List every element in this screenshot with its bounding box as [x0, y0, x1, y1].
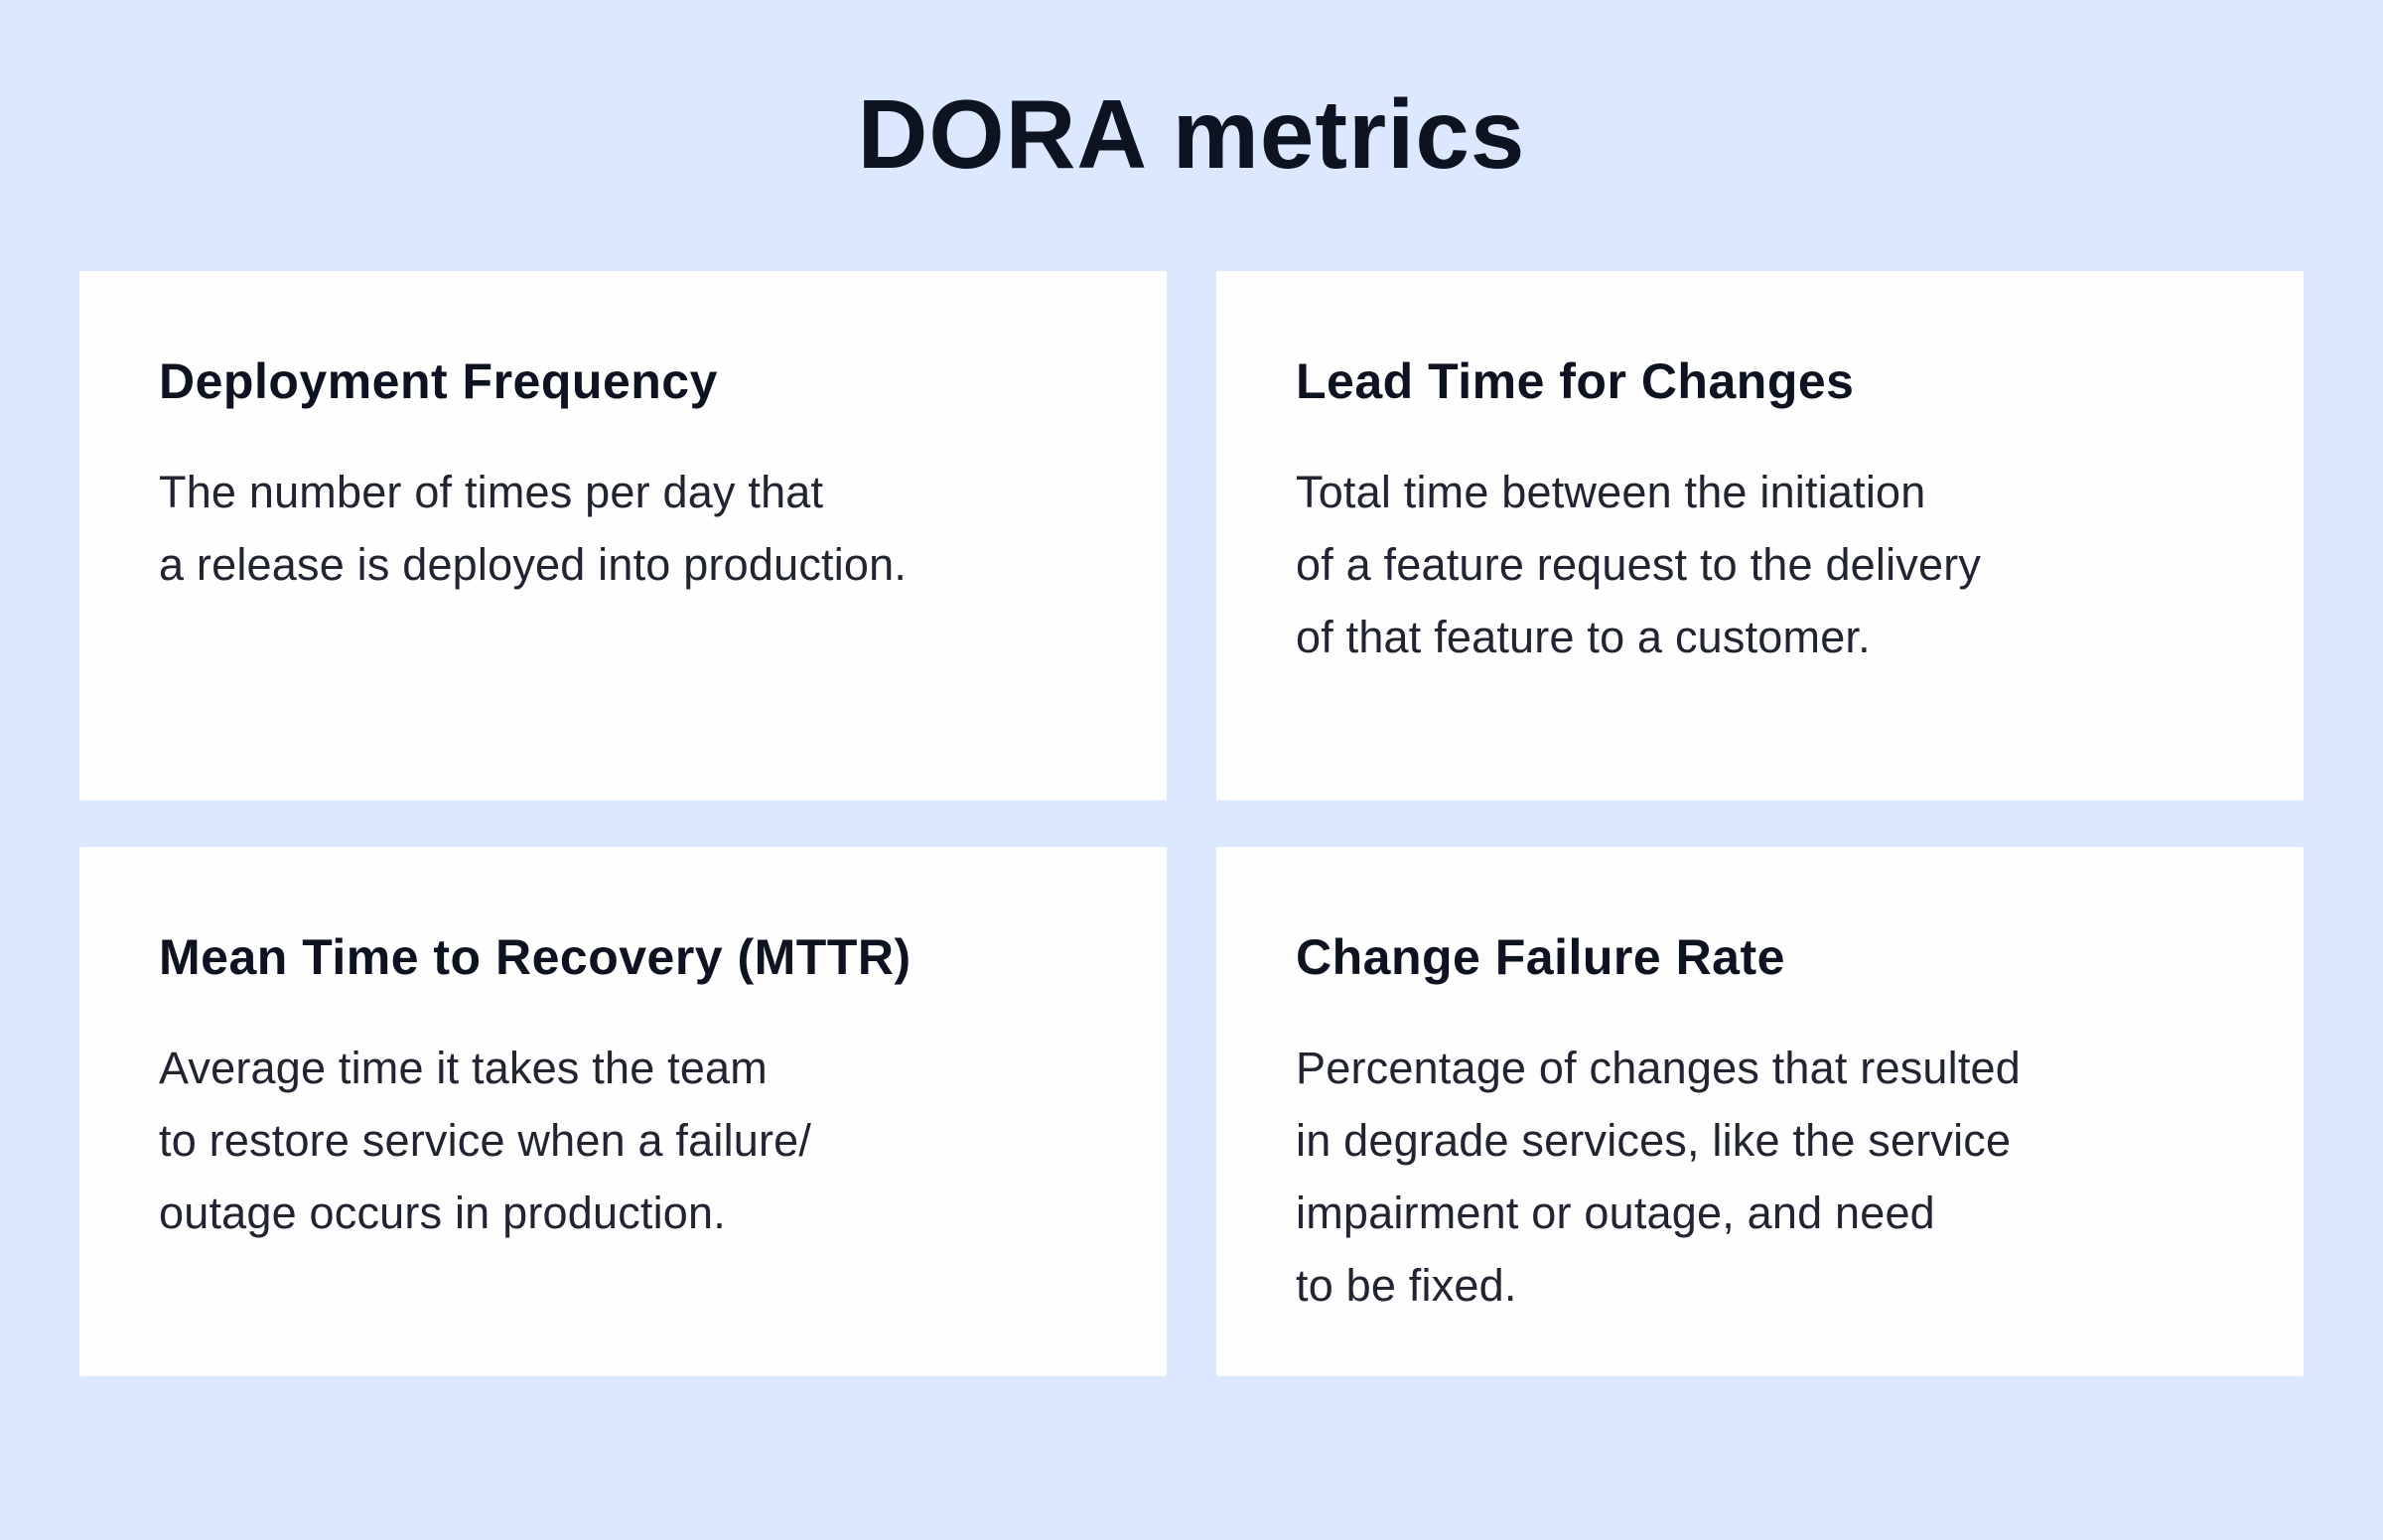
card-description-change-failure-rate: Percentage of changes that resulted in d… — [1296, 1043, 2021, 1311]
card-description-mean-time-to-recovery: Average time it takes the team to restor… — [159, 1043, 812, 1238]
card-heading-mean-time-to-recovery: Mean Time to Recovery (MTTR) — [159, 929, 911, 985]
metrics-grid: Deployment Frequency The number of times… — [79, 271, 2304, 1376]
card-description-lead-time-for-changes: Total time between the initiation of a f… — [1296, 467, 1982, 662]
card-mean-time-to-recovery: Mean Time to Recovery (MTTR) Average tim… — [79, 847, 1167, 1376]
card-heading-lead-time-for-changes: Lead Time for Changes — [1296, 353, 1855, 409]
card-heading-change-failure-rate: Change Failure Rate — [1296, 929, 1785, 985]
card-heading-deployment-frequency: Deployment Frequency — [159, 353, 718, 409]
card-description-deployment-frequency: The number of times per day that a relea… — [159, 467, 908, 590]
page-title: DORA metrics — [857, 79, 1526, 189]
card-deployment-frequency: Deployment Frequency The number of times… — [79, 271, 1167, 800]
card-lead-time-for-changes: Lead Time for Changes Total time between… — [1216, 271, 2304, 800]
dora-metrics-infographic: DORA metrics Deployment Frequency The nu… — [0, 85, 2383, 1376]
card-change-failure-rate: Change Failure Rate Percentage of change… — [1216, 847, 2304, 1376]
